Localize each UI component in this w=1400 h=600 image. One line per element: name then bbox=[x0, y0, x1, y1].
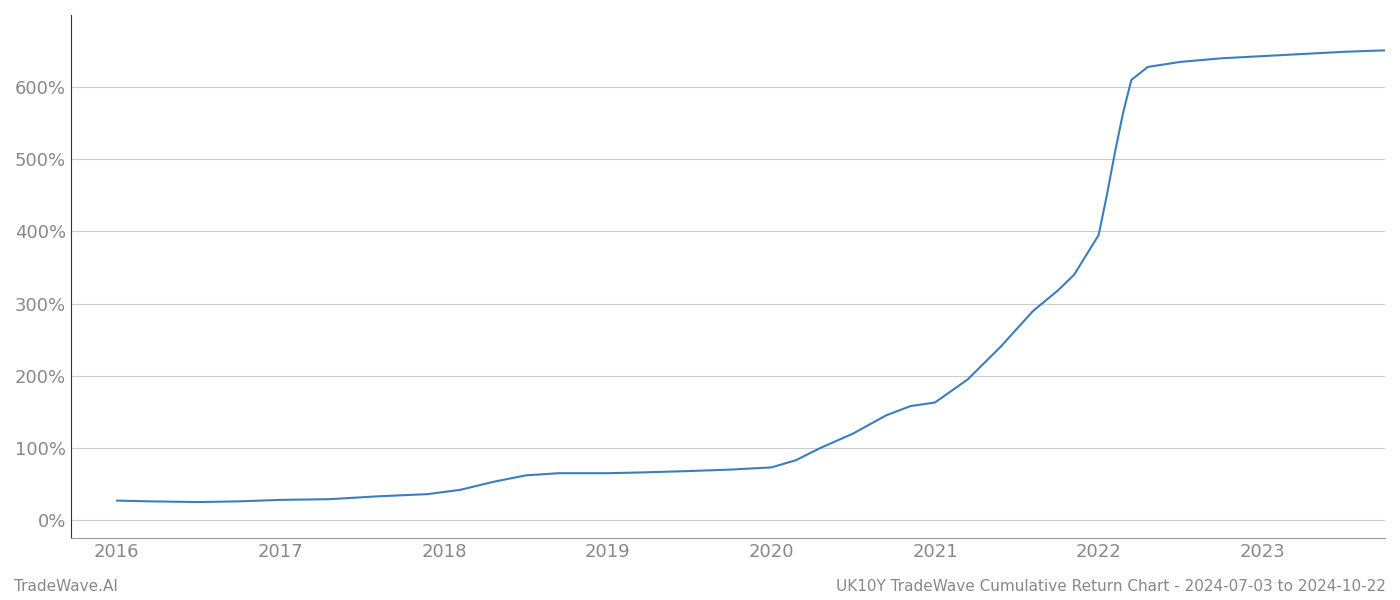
Text: TradeWave.AI: TradeWave.AI bbox=[14, 579, 118, 594]
Text: UK10Y TradeWave Cumulative Return Chart - 2024-07-03 to 2024-10-22: UK10Y TradeWave Cumulative Return Chart … bbox=[836, 579, 1386, 594]
